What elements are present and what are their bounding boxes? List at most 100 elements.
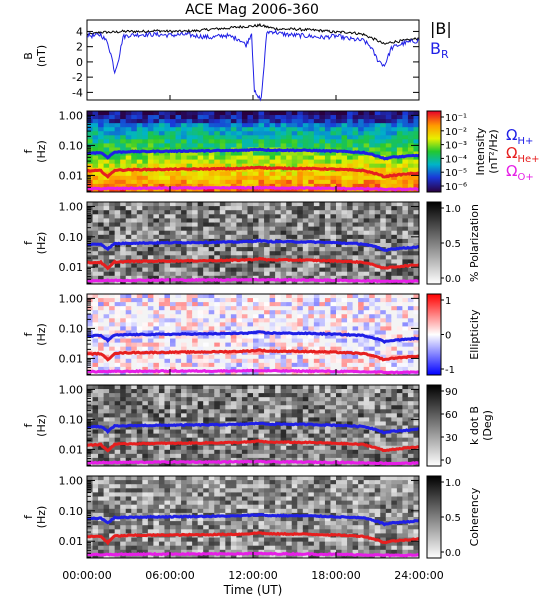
polarization-cell [192, 230, 199, 236]
kdotb-cell [391, 397, 398, 402]
ellipticity-cell [87, 294, 93, 299]
polarization-cell [175, 206, 182, 211]
polarization-cell [208, 214, 215, 219]
kdotb-cell [363, 421, 370, 426]
intensity-cell [324, 127, 331, 132]
polarization-cell [269, 206, 276, 211]
intensity-cell [324, 155, 331, 160]
polarization-cell [269, 230, 276, 236]
intensity-cell [363, 175, 370, 181]
ellipticity-cell [308, 310, 315, 315]
intensity-cell [358, 123, 365, 128]
kdotb-cell [352, 429, 359, 434]
kdotb-cell [336, 449, 342, 455]
polarization-cell [197, 230, 204, 236]
ellipticity-cell [402, 338, 409, 343]
intensity-cell [197, 131, 204, 136]
ellipticity-cell [208, 334, 215, 339]
field-ytick-label-2: 0 [76, 56, 83, 69]
ellipticity-cell [109, 298, 116, 303]
intensity-cell [341, 119, 348, 124]
polarization-cell [286, 243, 293, 248]
kdotb-cell [192, 385, 199, 390]
intensity-cell [302, 151, 309, 156]
ellipticity-cell [297, 354, 304, 360]
kdotb-cell [341, 405, 348, 410]
polarization-cell [363, 214, 370, 219]
kdotb-cell [214, 385, 221, 390]
legend-omega-o-symbol: Ω [506, 162, 517, 180]
intensity-cell [275, 135, 282, 140]
ellipticity-cell [280, 314, 287, 319]
polarization-cell [92, 234, 99, 240]
kdotb-cell [103, 449, 110, 455]
intensity-cell [230, 171, 237, 177]
ellipticity-cell [269, 350, 276, 356]
ellipticity-cell [114, 342, 121, 348]
ellipticity-cell [269, 334, 276, 339]
kdotb-cell [170, 449, 176, 455]
polarization-cell [385, 255, 392, 260]
kdotb-cell [247, 433, 254, 439]
polarization-cell [363, 238, 370, 244]
polarization-cell [158, 251, 165, 256]
polarization-cell [341, 234, 348, 240]
kdotb-cell [219, 405, 226, 410]
ellipticity-cell [269, 370, 276, 376]
ellipticity-cell [164, 342, 171, 348]
kdotb-cell [153, 405, 160, 410]
kdotb-cell [302, 413, 309, 418]
intensity-cell [125, 143, 132, 148]
kdotb-cell [302, 433, 309, 439]
polarization-cell [114, 210, 121, 215]
intensity-cell [230, 143, 237, 148]
ellipticity-cell [98, 302, 104, 307]
polarization-cell [396, 234, 403, 240]
intensity-cell [352, 183, 359, 189]
kdotb-cell [186, 461, 193, 467]
ellipticity-cell [402, 326, 409, 331]
polarization-cell [413, 259, 420, 264]
ellipticity-cell [336, 342, 342, 348]
ellipticity-cell [324, 338, 331, 343]
kdotb-cell [147, 445, 154, 451]
polarization-cell [125, 226, 132, 232]
kdotb-cell [396, 449, 403, 455]
intensity-cell [407, 159, 414, 165]
intensity-cell [341, 151, 348, 156]
kdotb-cell [269, 405, 276, 410]
ellipticity-cell [374, 338, 381, 343]
ellipticity-cell [114, 298, 121, 303]
ellipticity-ytick-label-2: 0.01 [59, 352, 84, 365]
polarization-cell [92, 206, 99, 211]
ellipticity-cell [236, 346, 243, 352]
intensity-cell [230, 139, 237, 144]
kdotb-cell [352, 389, 359, 394]
polarization-cell [280, 279, 287, 285]
intensity-cell [214, 171, 221, 177]
kdotb-cell [313, 437, 320, 443]
kdotb-cell [269, 433, 276, 439]
ellipticity-yunit: (Hz) [35, 323, 48, 346]
intensity-cell [192, 187, 199, 193]
polarization-cell [391, 210, 398, 215]
intensity-cell [192, 135, 199, 140]
intensity-cell [92, 127, 99, 132]
polarization-cell [186, 222, 193, 227]
ellipticity-cell [203, 318, 210, 323]
polarization-cell [258, 271, 265, 277]
kdotb-cell [241, 461, 248, 467]
ellipticity-cell [347, 322, 353, 327]
polarization-cell [120, 238, 127, 244]
ellipticity-cell [186, 310, 193, 315]
ellipticity-cell [297, 338, 304, 343]
kdotb-cell [103, 437, 110, 443]
kdotb-cell [197, 401, 204, 406]
ellipticity-cell [136, 314, 143, 319]
ellipticity-cell [236, 314, 243, 319]
kdotb-cell [380, 385, 387, 390]
polarization-cell [385, 238, 392, 244]
polarization-cell [103, 226, 110, 232]
intensity-cell [391, 127, 398, 132]
polarization-cell [181, 210, 187, 215]
